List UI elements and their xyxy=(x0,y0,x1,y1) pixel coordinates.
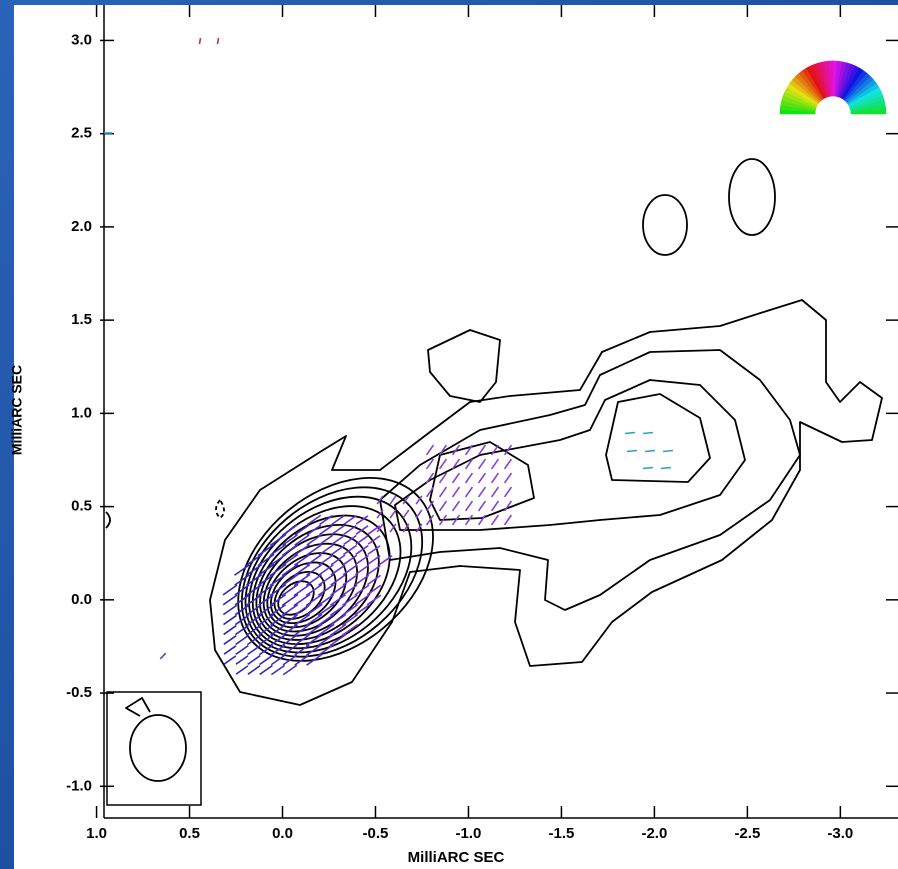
vector xyxy=(217,38,218,44)
x-tick-label: 0.5 xyxy=(179,825,200,842)
x-tick-label: -3.0 xyxy=(827,825,853,842)
vector xyxy=(645,451,655,452)
x-tick-label: 0.0 xyxy=(272,825,293,842)
vector xyxy=(663,451,673,452)
vector xyxy=(627,451,637,452)
y-tick-label: 0.5 xyxy=(71,498,92,515)
y-tick-label: -0.5 xyxy=(66,684,92,701)
y-tick-label: 1.5 xyxy=(71,311,92,328)
y-tick-label: 2.0 xyxy=(71,218,92,235)
x-tick-label: -1.0 xyxy=(456,825,482,842)
x-tick-label: -1.5 xyxy=(549,825,575,842)
chart: MilliARC SEC MilliARC SEC 1.0 0.5 0.0 -0.5 -… xyxy=(0,0,898,869)
x-tick-label: -0.5 xyxy=(363,825,389,842)
vector xyxy=(643,433,653,434)
vector xyxy=(625,433,635,434)
y-tick-label: 1.0 xyxy=(71,404,92,421)
vector xyxy=(199,38,200,44)
y-tick-label: 0.0 xyxy=(71,591,92,608)
x-tick-label: -2.0 xyxy=(641,825,667,842)
y-tick-label: -1.0 xyxy=(66,777,92,794)
x-axis-label: MilliARC SEC xyxy=(408,849,505,866)
page: MilliARC SEC MilliARC SEC 1.0 0.5 0.0 -0.5 -… xyxy=(0,0,898,869)
plot-background xyxy=(14,5,898,869)
vector xyxy=(643,468,653,469)
x-tick-label: 1.0 xyxy=(86,825,107,842)
x-tick-label: -2.5 xyxy=(734,825,760,842)
y-axis-label: MilliARC SEC xyxy=(9,365,25,455)
vector xyxy=(661,468,671,469)
y-tick-label: 2.5 xyxy=(71,125,92,142)
y-tick-label: 3.0 xyxy=(71,31,92,48)
